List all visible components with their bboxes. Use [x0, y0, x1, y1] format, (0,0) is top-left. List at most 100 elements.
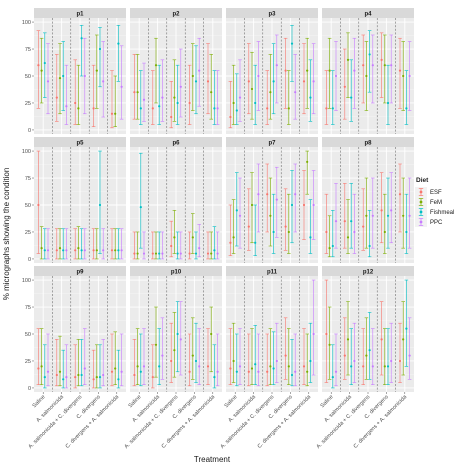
- mean-point: [80, 249, 83, 252]
- mean-point: [102, 249, 105, 252]
- panel-strip-label: p10: [171, 269, 182, 275]
- panel-strip-label: p11: [267, 269, 278, 275]
- y-tick-label: 75: [25, 47, 31, 53]
- mean-point: [365, 74, 368, 78]
- mean-point: [402, 74, 405, 78]
- mean-point: [176, 332, 179, 336]
- mean-point: [110, 370, 114, 373]
- mean-point: [247, 80, 250, 83]
- mean-point: [257, 370, 260, 373]
- mean-point: [74, 101, 77, 105]
- mean-point: [272, 367, 275, 370]
- y-tick-label: 0: [28, 128, 31, 134]
- mean-point: [158, 105, 161, 108]
- mean-point: [346, 58, 350, 61]
- mean-point: [216, 370, 219, 373]
- mean-point: [325, 107, 328, 110]
- mean-point: [55, 249, 58, 252]
- y-tick-label: 25: [25, 230, 31, 236]
- mean-point: [362, 365, 365, 368]
- mean-point: [371, 214, 374, 217]
- mean-point: [383, 365, 386, 368]
- mean-point: [62, 378, 65, 381]
- mean-point: [114, 367, 117, 370]
- mean-point: [275, 359, 278, 363]
- y-tick-label: 50: [25, 332, 31, 338]
- mean-point: [46, 249, 50, 252]
- mean-point: [284, 69, 287, 72]
- mean-point: [346, 338, 350, 341]
- mean-point: [120, 249, 123, 252]
- panel-strip-label: p4: [364, 11, 372, 17]
- mean-point: [368, 349, 371, 352]
- mean-point: [92, 107, 95, 110]
- panel-strip-label: p6: [172, 140, 180, 146]
- mean-point: [142, 98, 146, 101]
- y-tick-label: 0: [28, 257, 31, 263]
- mean-point: [65, 249, 68, 252]
- mean-point: [161, 96, 164, 99]
- mean-point: [229, 241, 232, 244]
- mean-point: [368, 53, 371, 56]
- mean-point: [179, 338, 182, 341]
- mean-point: [235, 370, 238, 373]
- mean-point: [179, 85, 182, 88]
- mean-point: [365, 214, 368, 217]
- mean-point: [275, 64, 278, 67]
- mean-point: [272, 230, 275, 234]
- mean-point: [238, 365, 242, 368]
- mean-point: [117, 42, 120, 45]
- mean-point: [188, 252, 191, 255]
- mean-point: [136, 365, 139, 368]
- mean-point: [405, 107, 408, 110]
- mean-point: [383, 230, 386, 234]
- mean-point: [77, 373, 80, 377]
- mean-point: [350, 220, 353, 223]
- mean-point: [402, 214, 405, 217]
- mean-point: [398, 69, 402, 72]
- mean-point: [198, 365, 201, 368]
- mean-point: [98, 203, 102, 207]
- mean-point: [302, 80, 306, 83]
- mean-point: [247, 225, 250, 228]
- mean-point: [170, 115, 173, 119]
- mean-point: [43, 249, 46, 252]
- mean-point: [312, 203, 315, 207]
- mean-point: [198, 247, 201, 250]
- mean-point: [380, 58, 383, 61]
- mean-point: [371, 64, 374, 67]
- mean-point: [390, 359, 393, 363]
- mean-point: [74, 376, 77, 379]
- mean-point: [173, 349, 176, 352]
- mean-point: [213, 249, 216, 252]
- mean-point: [402, 338, 405, 341]
- mean-point: [139, 370, 142, 373]
- panel-strip: [322, 266, 414, 276]
- mean-point: [328, 343, 331, 346]
- mean-point: [302, 365, 306, 368]
- panel-strip-label: p1: [76, 11, 84, 17]
- panel-strip-label: p8: [364, 140, 372, 146]
- mean-point: [173, 236, 176, 239]
- x-tick-label: Saline: [224, 394, 239, 409]
- mean-point: [250, 367, 254, 370]
- panel-strip: [226, 137, 318, 147]
- mean-point: [294, 370, 297, 373]
- legend-label-fem: FeM: [430, 200, 442, 206]
- mean-point: [154, 343, 158, 346]
- mean-point: [390, 209, 393, 212]
- mean-point: [98, 376, 102, 379]
- mean-point: [206, 80, 210, 83]
- panel-strip: [130, 137, 222, 147]
- mean-point: [188, 370, 191, 373]
- mean-point: [65, 105, 68, 108]
- mean-point: [368, 244, 371, 248]
- mean-point: [58, 247, 62, 250]
- mean-point: [257, 74, 260, 78]
- panel-strip: [226, 8, 318, 18]
- panel-strip: [130, 266, 222, 276]
- mean-point: [154, 64, 158, 67]
